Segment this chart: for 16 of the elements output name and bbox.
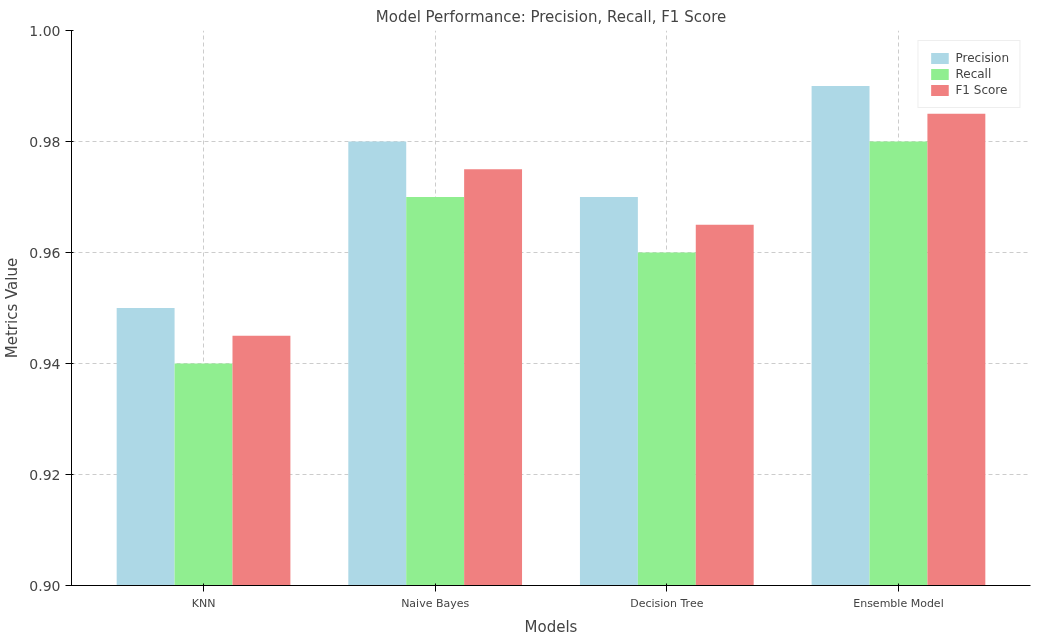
y-tick-label: 0.92	[29, 466, 61, 483]
y-axis-title: Metrics Value	[3, 257, 22, 359]
x-tick-label: Decision Tree	[630, 596, 704, 610]
legend-label: Recall	[955, 67, 992, 81]
y-tick-label: 1.00	[29, 22, 61, 39]
x-tick-label: Naive Bayes	[401, 596, 470, 610]
x-tick-label: Ensemble Model	[853, 596, 944, 610]
y-tick-label: 0.94	[29, 355, 61, 372]
chart-title: Model Performance: Precision, Recall, F1 Score	[375, 7, 727, 26]
x-tick-label: KNN	[191, 596, 216, 610]
y-tick-label: 0.96	[29, 244, 61, 261]
y-tick-label: 0.98	[29, 133, 61, 150]
x-axis-title: Models	[524, 617, 578, 636]
y-tick-label: 0.90	[29, 577, 61, 594]
legend-label: Precision	[955, 51, 1009, 65]
legend-label: F1 Score	[955, 83, 1008, 97]
